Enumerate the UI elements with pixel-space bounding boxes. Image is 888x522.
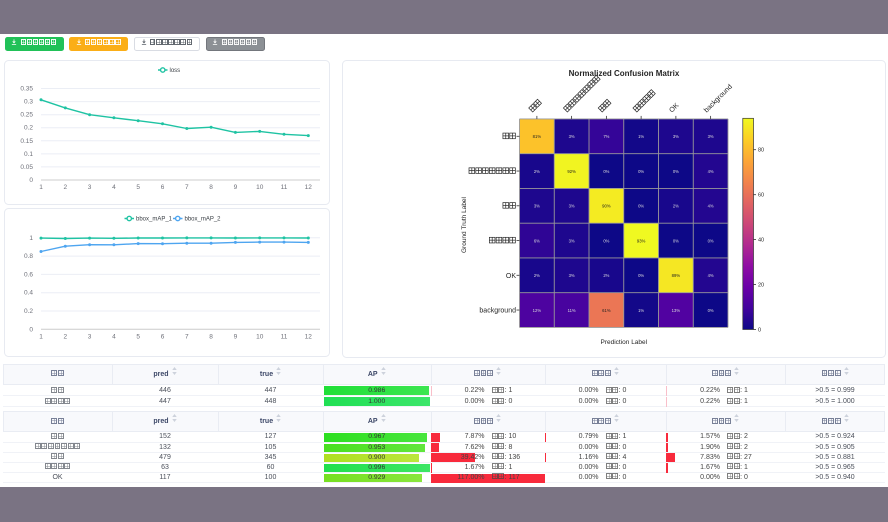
svg-text:9: 9 [234,333,238,340]
svg-text:0%: 0% [673,238,679,243]
svg-text:1%: 1% [638,134,644,139]
svg-text:3%: 3% [569,273,575,278]
svg-text:0.35: 0.35 [20,85,33,92]
svg-text:93%: 93% [637,238,646,243]
svg-text:11%: 11% [568,307,576,312]
svg-text:2%: 2% [534,273,540,278]
svg-text:0%: 0% [603,238,609,243]
svg-text:4%: 4% [708,273,714,278]
svg-text:0%: 0% [603,168,609,173]
svg-text:3: 3 [88,184,92,191]
svg-text:4: 4 [112,333,116,340]
svg-text:81%: 81% [533,134,542,139]
svg-text:7: 7 [185,184,189,191]
svg-text:6: 6 [161,184,165,191]
svg-text:Normalized Confusion Matrix: Normalized Confusion Matrix [569,69,680,78]
svg-text:Ground Truth Label: Ground Truth Label [461,196,468,253]
svg-text:bbox_mAP_1: bbox_mAP_1 [136,217,173,223]
svg-text:3%: 3% [569,203,575,208]
svg-text:0.1: 0.1 [24,150,33,157]
svg-text:Prediction Label: Prediction Label [600,339,647,346]
svg-text:0.6: 0.6 [24,271,33,278]
svg-text:0.8: 0.8 [24,253,33,260]
svg-text:11: 11 [281,333,288,340]
svg-text:8: 8 [209,333,213,340]
svg-text:0.4: 0.4 [24,290,33,297]
svg-text:0.15: 0.15 [20,137,33,144]
svg-text:12%: 12% [533,307,542,312]
svg-text:5: 5 [136,184,140,191]
svg-text:12: 12 [305,333,313,340]
svg-text:2: 2 [63,333,67,340]
svg-text:bbox_mAP_2: bbox_mAP_2 [185,217,222,223]
svg-text:8: 8 [209,184,213,191]
svg-text:2%: 2% [603,273,609,278]
svg-text:13%: 13% [672,307,681,312]
svg-text:40: 40 [758,237,764,243]
svg-text:11: 11 [281,184,288,191]
svg-text:7%: 7% [603,134,609,139]
svg-text:10: 10 [256,184,264,191]
svg-text:61%: 61% [602,307,611,312]
svg-text:3%: 3% [569,238,575,243]
svg-text:90%: 90% [602,203,611,208]
svg-text:4: 4 [112,184,116,191]
svg-text:0.25: 0.25 [20,111,33,118]
svg-text:0.2: 0.2 [24,308,33,315]
svg-text:1: 1 [39,333,43,340]
svg-text:0.05: 0.05 [20,163,33,170]
svg-text:3%: 3% [708,134,714,139]
svg-text:2%: 2% [534,168,540,173]
svg-text:0%: 0% [638,203,644,208]
svg-text:0%: 0% [638,168,644,173]
svg-text:2: 2 [63,184,67,191]
svg-text:loss: loss [170,68,181,74]
svg-text:0%: 0% [673,168,679,173]
svg-text:92%: 92% [567,168,576,173]
svg-text:OK: OK [506,272,516,279]
svg-text:10: 10 [256,333,264,340]
svg-text:3%: 3% [673,134,679,139]
svg-text:6: 6 [161,333,165,340]
svg-text:0%: 0% [638,273,644,278]
svg-text:1: 1 [39,184,43,191]
svg-text:89%: 89% [672,273,681,278]
svg-text:3: 3 [88,333,92,340]
svg-text:4%: 4% [708,168,714,173]
svg-text:1: 1 [29,235,33,242]
svg-text:0%: 0% [708,238,714,243]
svg-text:0: 0 [29,326,33,333]
svg-text:5: 5 [136,333,140,340]
svg-text:7: 7 [185,333,189,340]
svg-text:3%: 3% [569,134,575,139]
svg-text:80: 80 [758,147,764,153]
svg-text:20: 20 [758,282,764,288]
svg-text:0.3: 0.3 [24,98,33,105]
svg-text:12: 12 [305,184,313,191]
svg-text:0.2: 0.2 [24,124,33,131]
svg-text:0: 0 [29,177,33,184]
svg-text:3%: 3% [534,203,540,208]
svg-text:2%: 2% [673,203,679,208]
svg-text:60: 60 [758,192,764,198]
svg-text:4%: 4% [708,203,714,208]
svg-text:9: 9 [234,184,238,191]
svg-text:0: 0 [758,327,761,333]
svg-text:background: background [479,307,516,314]
svg-text:0%: 0% [708,307,714,312]
svg-text:6%: 6% [534,238,540,243]
svg-text:1%: 1% [638,307,644,312]
